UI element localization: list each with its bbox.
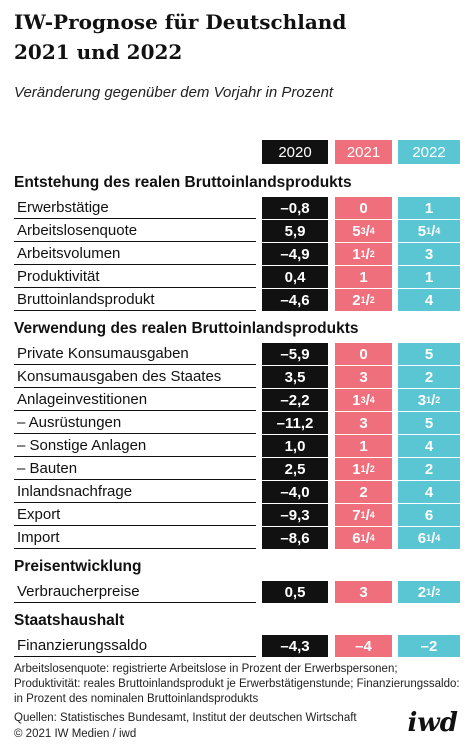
value-cell: 1 [335, 435, 392, 457]
value-cell: 6 1/4 [398, 527, 460, 549]
value-cell: 1 [335, 266, 392, 288]
sources: Quellen: Statistisches Bundesamt, Instit… [14, 712, 357, 724]
row-label: Inlandsnachfrage [14, 481, 256, 503]
value-cell: –2,2 [262, 389, 328, 411]
row-label: Anlageinvestitionen [14, 389, 256, 411]
value-cell: –0,8 [262, 197, 328, 219]
row-label: Arbeitslosenquote [14, 220, 256, 242]
value-cell: 1 [398, 197, 460, 219]
value-cell: 2 [398, 458, 460, 480]
value-cell: 2 1/2 [335, 289, 392, 311]
title: IW-Prognose für Deutschland [14, 10, 347, 34]
logo: iwd [407, 708, 458, 738]
value-cell: 5 [398, 343, 460, 365]
row-label: – Ausrüstungen [14, 412, 256, 434]
row-label: Erwerbstätige [14, 197, 256, 219]
subtitle: Veränderung gegenüber dem Vorjahr in Pro… [14, 84, 334, 101]
value-cell: 1 1/2 [335, 243, 392, 265]
value-cell: –4,3 [262, 635, 328, 657]
value-cell: 2 [335, 481, 392, 503]
value-cell: 5 [398, 412, 460, 434]
value-cell: 4 [398, 481, 460, 503]
value-cell: 1,0 [262, 435, 328, 457]
row-label: Import [14, 527, 256, 549]
value-cell: 3 [335, 581, 392, 603]
value-cell: –4 [335, 635, 392, 657]
value-cell: 2 1/2 [398, 581, 460, 603]
row-label: Konsumausgaben des Staates [14, 366, 256, 388]
row-label: Verbraucherpreise [14, 581, 256, 603]
value-cell: 3 [398, 243, 460, 265]
value-cell: 4 [398, 435, 460, 457]
value-cell: –11,2 [262, 412, 328, 434]
value-cell: 5 3/4 [335, 220, 392, 242]
value-cell: 6 [398, 504, 460, 526]
row-label: Export [14, 504, 256, 526]
value-cell: 0 [335, 197, 392, 219]
value-cell: 1 [398, 266, 460, 288]
value-cell: 0,5 [262, 581, 328, 603]
section-title: Preisentwicklung [14, 558, 142, 575]
value-cell: 7 1/4 [335, 504, 392, 526]
row-label: Private Konsumausgaben [14, 343, 256, 365]
value-cell: 5 1/4 [398, 220, 460, 242]
value-cell: 3 [335, 412, 392, 434]
value-cell: 3 1/2 [398, 389, 460, 411]
value-cell: 3 [335, 366, 392, 388]
copyright: © 2021 IW Medien / iwd [14, 728, 137, 740]
section-title: Staatshaushalt [14, 612, 125, 629]
value-cell: 0,4 [262, 266, 328, 288]
value-cell: 1 3/4 [335, 389, 392, 411]
column-header: 2021 [335, 140, 392, 164]
row-label: – Sonstige Anlagen [14, 435, 256, 457]
row-label: Produktivität [14, 266, 256, 288]
row-label: Finanzierungssaldo [14, 635, 256, 657]
value-cell: 0 [335, 343, 392, 365]
row-label: Bruttoinlandsprodukt [14, 289, 256, 311]
section-title: Verwendung des realen Bruttoinlandsprodu… [14, 320, 359, 337]
value-cell: 1 1/2 [335, 458, 392, 480]
value-cell: –9,3 [262, 504, 328, 526]
row-label: – Bauten [14, 458, 256, 480]
column-header: 2022 [398, 140, 460, 164]
footnote: Arbeitslosenquote: registrierte Arbeitsl… [14, 663, 460, 705]
value-cell: 2 [398, 366, 460, 388]
value-cell: –8,6 [262, 527, 328, 549]
row-label: Arbeitsvolumen [14, 243, 256, 265]
value-cell: –4,6 [262, 289, 328, 311]
value-cell: 6 1/4 [335, 527, 392, 549]
value-cell: 3,5 [262, 366, 328, 388]
value-cell: –4,9 [262, 243, 328, 265]
value-cell: –5,9 [262, 343, 328, 365]
value-cell: 5,9 [262, 220, 328, 242]
section-title: Entstehung des realen Bruttoinlandsprodu… [14, 174, 352, 191]
title: 2021 und 2022 [14, 40, 183, 64]
value-cell: 4 [398, 289, 460, 311]
value-cell: –4,0 [262, 481, 328, 503]
column-header: 2020 [262, 140, 328, 164]
value-cell: 2,5 [262, 458, 328, 480]
value-cell: –2 [398, 635, 460, 657]
